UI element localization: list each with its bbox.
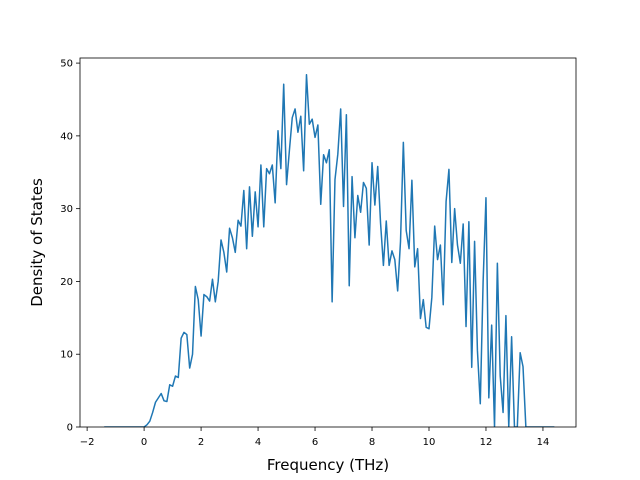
x-tick-label: 10: [423, 437, 436, 448]
y-tick-label: 20: [60, 277, 73, 288]
x-tick-label: 4: [255, 437, 261, 448]
x-tick-label: 6: [312, 437, 318, 448]
x-tick-label: −2: [80, 437, 95, 448]
y-tick-label: 50: [60, 59, 73, 70]
data-line: [104, 73, 555, 427]
x-tick-label: 2: [198, 437, 204, 448]
y-tick-label: 0: [67, 423, 73, 434]
y-tick-label: 40: [60, 131, 73, 142]
y-tick-label: 30: [60, 204, 73, 215]
x-tick-label: 0: [141, 437, 147, 448]
x-tick-label: 14: [537, 437, 550, 448]
y-tick-label: 10: [60, 350, 73, 361]
x-tick-label: 8: [369, 437, 375, 448]
y-axis-label: Density of States: [28, 178, 46, 307]
x-tick-label: 12: [480, 437, 493, 448]
plot-frame: [79, 57, 577, 428]
x-axis-label: Frequency (THz): [267, 456, 389, 474]
